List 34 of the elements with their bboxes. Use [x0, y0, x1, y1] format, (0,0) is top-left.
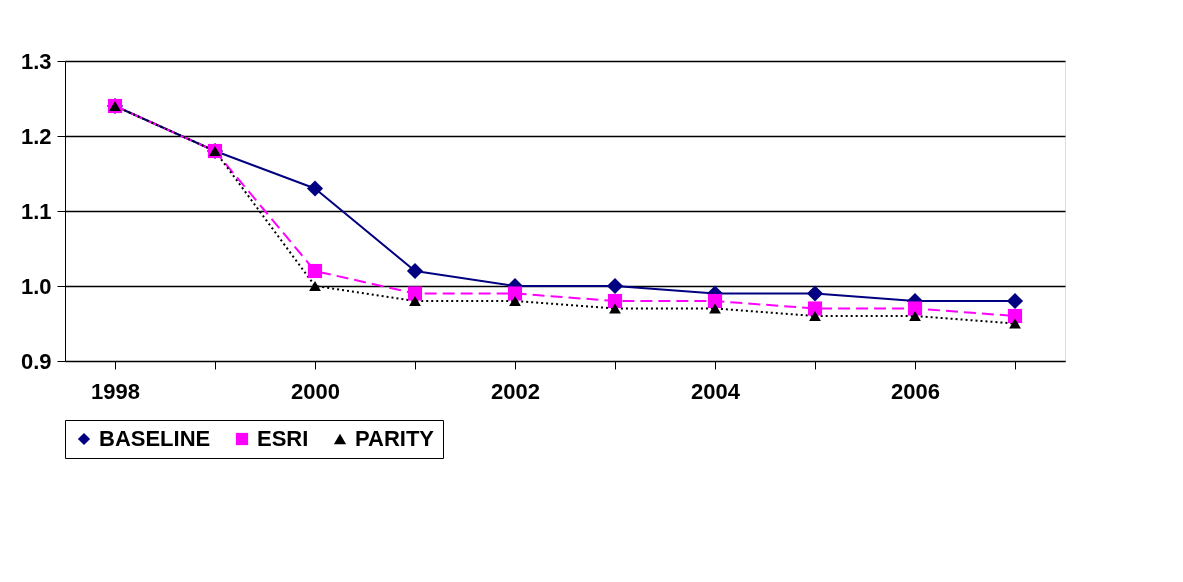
y-tick-label: 0.9	[20, 348, 52, 374]
point	[507, 286, 523, 301]
x-tick-label: 2002	[491, 378, 540, 404]
point	[909, 310, 921, 322]
y-tick-label: 1.0	[20, 273, 52, 299]
x-tick-label: 1998	[91, 378, 140, 404]
point	[707, 293, 723, 309]
point	[609, 303, 621, 314]
point	[1006, 292, 1024, 310]
point	[406, 262, 424, 280]
point	[907, 301, 923, 316]
point	[709, 303, 721, 314]
legend-label: ESRI	[257, 426, 309, 451]
point	[1009, 318, 1021, 329]
y-tick-label: 1.1	[20, 198, 52, 224]
point	[809, 310, 821, 322]
point	[607, 293, 623, 309]
x-tick-label: 2000	[291, 378, 340, 404]
y-tick-label: 1.3	[20, 48, 52, 74]
point	[606, 277, 624, 295]
point	[306, 180, 324, 197]
point	[806, 285, 824, 302]
x-tick-label: 2006	[891, 378, 940, 404]
point	[409, 295, 421, 307]
point	[307, 263, 323, 279]
point	[1007, 308, 1023, 324]
point	[509, 295, 521, 307]
point	[807, 301, 823, 316]
point	[407, 286, 423, 301]
legend-label: BASELINE	[99, 426, 211, 451]
legend-label: PARITY	[355, 426, 435, 451]
y-tick-label: 1.2	[20, 123, 52, 149]
point	[309, 280, 321, 292]
x-tick-label: 2004	[691, 378, 741, 404]
